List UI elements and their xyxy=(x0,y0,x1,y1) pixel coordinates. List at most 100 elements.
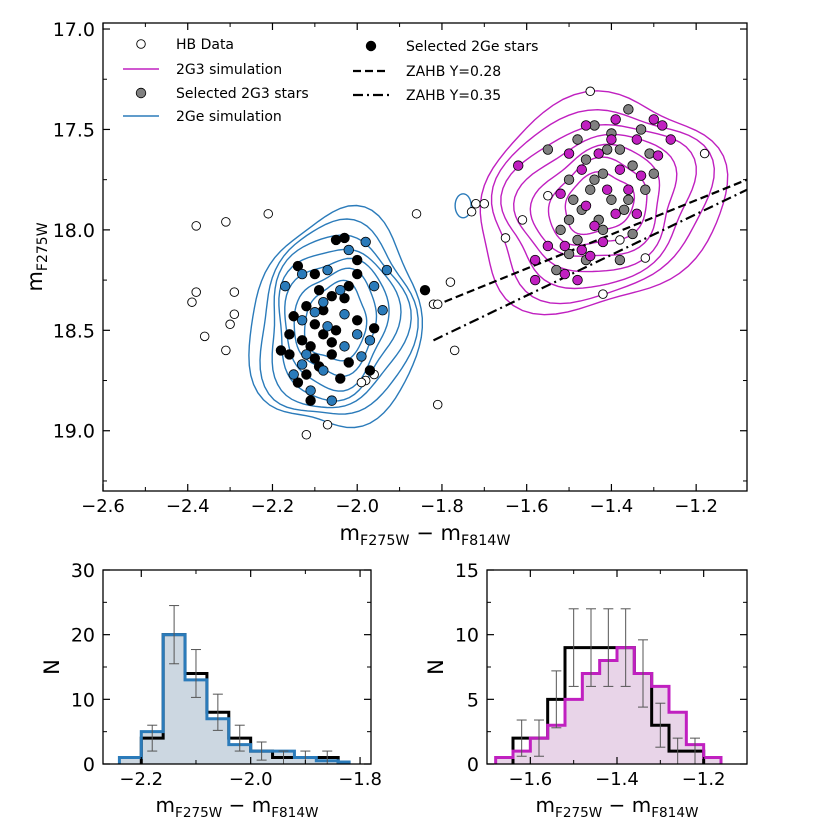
simulation-histogram xyxy=(117,633,351,764)
data-point-4-27 xyxy=(585,250,596,262)
legend-label: ZAHB Y=0.35 xyxy=(406,88,501,104)
data-point-4-22 xyxy=(559,268,571,280)
data-point-0-29 xyxy=(699,148,710,159)
data-point-3-22 xyxy=(551,264,562,276)
data-point-2-22 xyxy=(296,359,308,370)
legend-marker-open xyxy=(136,39,146,49)
data-point-0-26 xyxy=(585,86,595,97)
data-point-4-26 xyxy=(513,160,524,171)
g3-contour-1 xyxy=(490,108,716,305)
axis-label-mid: − m xyxy=(410,521,461,545)
data-point-0-2 xyxy=(263,209,273,219)
data-point-1-3 xyxy=(339,232,350,244)
data-point-2-14 xyxy=(368,280,380,292)
data-point-0-31 xyxy=(615,235,625,245)
data-point-4-4 xyxy=(580,120,592,131)
data-point-1-4 xyxy=(352,254,363,266)
axis-label-main: m xyxy=(340,521,360,545)
data-point-3-26 xyxy=(601,144,613,155)
data-point-2-13 xyxy=(305,385,316,396)
data-point-4-7 xyxy=(614,164,626,175)
x-tick-label: −2.0 xyxy=(335,496,379,517)
ge-contour-2 xyxy=(271,234,412,409)
data-point-3-24 xyxy=(542,144,554,155)
data-point-2-4 xyxy=(360,236,371,248)
data-point-1-7 xyxy=(301,301,312,312)
legend: HB Data 2G3 simulation Selected 2G3 stars 2… xyxy=(123,37,538,125)
data-point-0-14 xyxy=(449,345,460,356)
x-tick-label: −1.4 xyxy=(595,769,639,790)
hist-x-axis-label: mF275W − mF814W xyxy=(536,793,699,821)
data-point-3-16 xyxy=(555,224,566,236)
data-point-1-21 xyxy=(339,292,350,304)
data-point-0-30 xyxy=(543,190,553,201)
ge-contour-3 xyxy=(278,248,402,402)
data-point-2-12 xyxy=(318,365,329,376)
data-point-2-20 xyxy=(309,307,321,318)
data-point-3-6 xyxy=(597,168,609,179)
data-point-2-7 xyxy=(296,315,308,326)
axis-label-sub2: F814W xyxy=(461,533,511,549)
hist-x-axis-label: mF275W − mF814W xyxy=(156,793,319,821)
data-point-4-24 xyxy=(529,274,541,286)
axis-label-mid: − m xyxy=(602,793,651,817)
data-point-3-10 xyxy=(585,184,596,195)
data-point-1-8 xyxy=(288,311,299,322)
main-y-axis-label: mF275W xyxy=(23,222,51,291)
data-point-4-6 xyxy=(593,148,604,159)
data-point-3-3 xyxy=(623,104,634,115)
data-point-1-15 xyxy=(284,349,295,360)
data-point-2-5 xyxy=(318,296,329,308)
data-point-4-23 xyxy=(572,274,583,286)
hist-y-axis-label: N xyxy=(424,659,448,675)
data-point-2-18 xyxy=(288,369,299,380)
data-point-3-5 xyxy=(580,154,592,165)
y-tick-label: 17.0 xyxy=(53,19,95,41)
data-point-3-9 xyxy=(563,174,575,185)
data-point-0-21 xyxy=(471,199,481,209)
y-tick-label: 17.5 xyxy=(53,119,95,141)
x-tick-label: −1.4 xyxy=(590,496,634,517)
g3-contour-0 xyxy=(479,90,729,316)
axis-label-sub: F275W xyxy=(175,805,222,821)
x-tick-label: −1.6 xyxy=(505,496,549,517)
data-point-4-14 xyxy=(580,200,592,211)
y-tick-label: 10 xyxy=(71,689,95,711)
histogram-2g3-panel: −1.6 −1.4 −1.2 0 5 10 15 mF275W − mF814W N xyxy=(424,560,748,821)
data-point-3-0 xyxy=(572,134,583,145)
hist-plot-area xyxy=(494,608,723,764)
data-point-1-14 xyxy=(326,349,337,360)
main-frame xyxy=(102,22,748,492)
main-scatter-panel: −2.6 −2.4 −2.2 −2.0 −1.8 −1.6 −1.4 −1.2 17.0 17.5… xyxy=(23,19,748,549)
data-point-0-22 xyxy=(479,199,490,209)
histogram-2ge-panel: −2.2 −2.0 −1.8 0 10 20 30 mF275W − mF814W N xyxy=(40,560,382,821)
hist-plot-area xyxy=(117,605,351,764)
data-point-1-27 xyxy=(284,329,295,340)
y-tick-label: 30 xyxy=(71,560,95,582)
data-point-1-5 xyxy=(313,284,325,296)
data-point-3-20 xyxy=(563,248,575,260)
data-point-0-7 xyxy=(225,319,235,330)
data-point-1-10 xyxy=(330,325,342,336)
data-point-4-8 xyxy=(635,170,647,181)
x-tick-label: −1.8 xyxy=(338,769,382,790)
x-tick-label: −2.2 xyxy=(251,496,295,517)
y-tick-label: 5 xyxy=(467,689,479,711)
data-point-0-4 xyxy=(187,297,197,307)
data-point-1-11 xyxy=(318,329,329,340)
data-point-1-18 xyxy=(292,377,304,388)
data-point-0-13 xyxy=(445,277,456,287)
data-point-2-19 xyxy=(381,264,393,276)
data-point-4-16 xyxy=(589,220,600,232)
legend-label: Selected 2Ge stars xyxy=(406,39,538,55)
data-point-3-11 xyxy=(606,194,617,205)
data-point-1-33 xyxy=(335,373,346,384)
simulation-fill xyxy=(495,647,721,764)
data-point-2-0 xyxy=(279,280,291,292)
data-point-4-11 xyxy=(601,184,613,195)
data-point-1-25 xyxy=(352,268,363,280)
data-point-3-19 xyxy=(627,228,638,240)
data-point-2-2 xyxy=(322,264,333,276)
y-tick-label: 0 xyxy=(467,754,479,776)
